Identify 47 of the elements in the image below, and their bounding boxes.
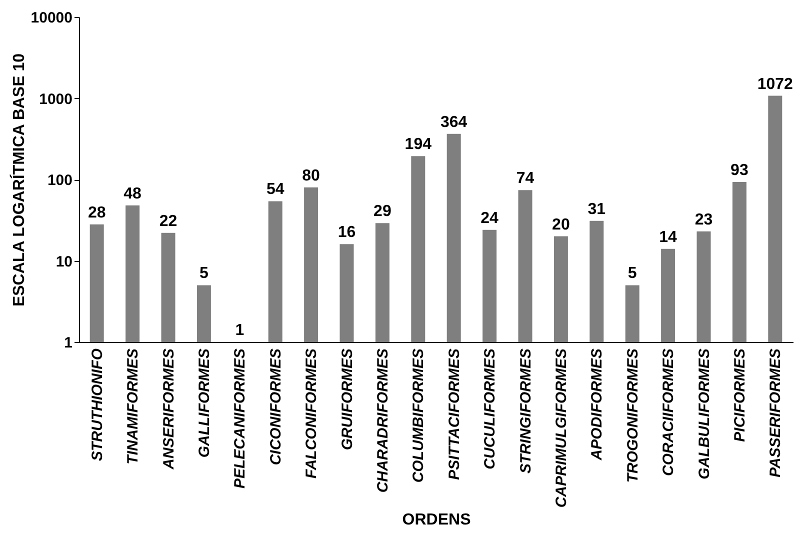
y-tick-label: 10 [56, 253, 72, 270]
data-label: 29 [374, 203, 392, 220]
data-label: 5 [199, 265, 208, 282]
y-axis-title: ESCALA LOGARÍTMICA BASE 10 [8, 53, 28, 307]
x-tick-label: PICIFORMES [731, 348, 748, 442]
data-label: 23 [694, 211, 713, 228]
data-label: 5 [628, 265, 637, 282]
x-tick-label: GRUIFORMES [338, 348, 356, 450]
y-tick-label: 100 [47, 172, 72, 189]
x-tick-label: PASSERIFORMES [767, 348, 784, 478]
x-tick-label: ANSERIFORMES [160, 348, 178, 470]
data-label: 28 [88, 204, 106, 222]
x-tick-label: PELECANIFORMES [232, 348, 249, 489]
data-label: 22 [159, 212, 178, 230]
data-label: 14 [659, 228, 678, 246]
data-label: 48 [124, 185, 142, 202]
data-label: 93 [730, 162, 748, 180]
x-tick-label: APODIFORMES [588, 348, 606, 462]
x-tick-label: GALLIFORMES [196, 348, 213, 458]
x-tick-label: TINAMIFORMES [124, 348, 142, 464]
x-axis-title: ORDENS [402, 512, 472, 529]
data-label: 24 [480, 210, 499, 227]
y-tick-label: 10000 [30, 10, 72, 26]
data-label: 74 [516, 170, 534, 188]
x-tick-label: GALBULIFORMES [696, 348, 713, 480]
x-tick-label: STRINGIFORMES [517, 348, 534, 474]
x-tick-label: CAPRIMULGIFORMES [552, 348, 570, 508]
x-tick-label: STRUTHIONIFO [88, 348, 106, 461]
data-label: 194 [404, 136, 432, 154]
x-tick-label: PSITTACIFORMES [446, 348, 463, 480]
y-tick-label: 1000 [39, 90, 72, 108]
data-label: 80 [302, 167, 320, 184]
data-label: 20 [552, 216, 570, 234]
y-tick-label: 1 [64, 334, 72, 352]
x-tick-label: COLUMBIFORMES [410, 348, 428, 483]
x-tick-label: CUCULIFORMES [482, 348, 499, 470]
data-label: 1 [235, 322, 244, 339]
data-label: 16 [338, 224, 356, 242]
data-label: 364 [440, 114, 468, 131]
data-label: 54 [266, 181, 284, 198]
x-tick-label: CHARADRIFORMES [374, 348, 392, 493]
x-tick-label: TROGONIFORMES [624, 348, 642, 483]
data-label: 31 [588, 200, 606, 218]
x-tick-label: CORACIIFORMES [660, 348, 678, 476]
x-tick-label: FALCONIFORMES [303, 348, 320, 478]
x-tick-label: CICONIFORMES [267, 348, 284, 466]
data-label: 1072 [757, 76, 794, 93]
